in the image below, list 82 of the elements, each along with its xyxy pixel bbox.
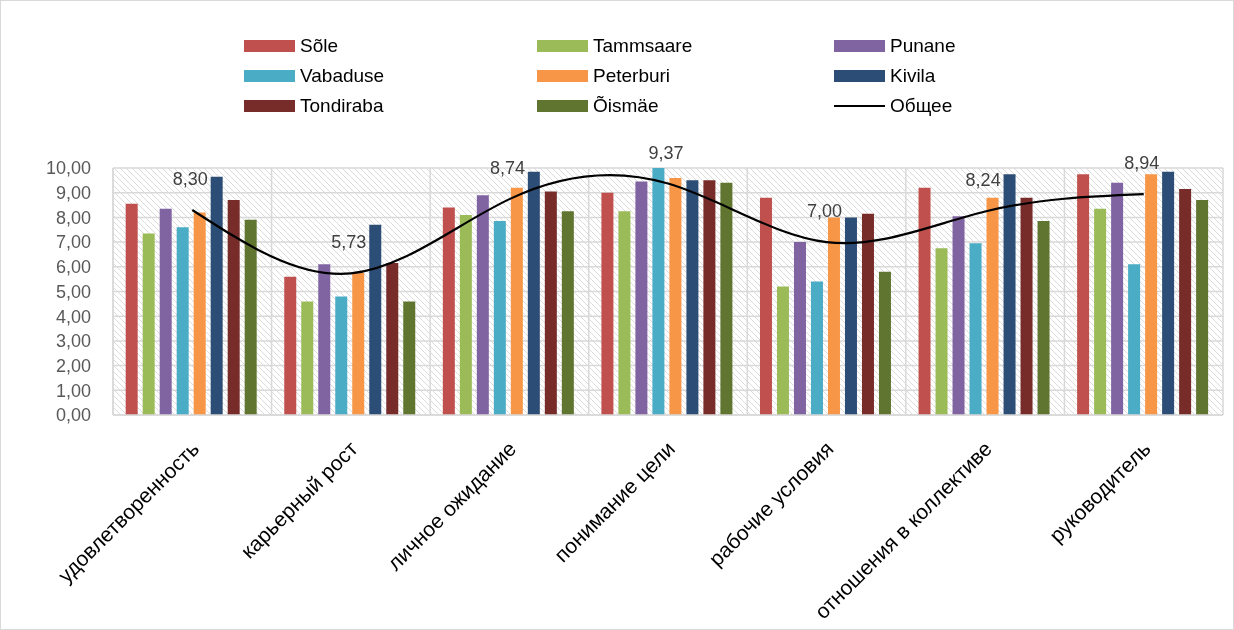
bar [686, 180, 699, 415]
bar [1162, 171, 1175, 415]
data-label: 7,00 [807, 201, 843, 222]
legend-label: Kivila [890, 65, 936, 87]
bar [1179, 189, 1192, 415]
legend-label: Tondiraba [300, 95, 384, 117]
legend-label: Sõle [300, 35, 339, 57]
data-label: 8,30 [172, 168, 208, 189]
bar [493, 221, 506, 415]
legend-label: Õismäe [593, 95, 659, 117]
bar [442, 207, 455, 415]
bar [776, 286, 789, 415]
bar [544, 191, 557, 415]
y-tick-label: 9,00 [55, 183, 91, 204]
y-tick-label: 6,00 [55, 257, 91, 278]
legend-label: Punane [890, 35, 956, 57]
bar [1037, 221, 1050, 415]
bar [703, 180, 716, 415]
bar [176, 227, 189, 415]
y-tick-label: 8,00 [55, 207, 91, 228]
y-tick-label: 2,00 [55, 355, 91, 376]
legend-label: Peterburi [593, 65, 671, 87]
y-tick-label: 5,00 [55, 281, 91, 302]
data-label: 8,74 [489, 158, 525, 179]
bar [669, 177, 682, 415]
bar [635, 181, 648, 415]
bar [510, 187, 523, 415]
bar [335, 296, 348, 415]
bar [1111, 182, 1124, 415]
bar [142, 233, 155, 415]
y-tick-label: 4,00 [55, 306, 91, 327]
data-label: 8,94 [1124, 153, 1160, 174]
data-label: 5,73 [331, 232, 367, 253]
bar [369, 224, 382, 415]
bar [918, 187, 931, 415]
bar [527, 171, 540, 415]
bar [459, 214, 472, 415]
bar [193, 212, 206, 415]
bar [793, 242, 806, 415]
bar [403, 301, 416, 415]
bar [561, 211, 574, 415]
bar [601, 192, 614, 415]
bar [1145, 174, 1158, 415]
legend-label: Vabaduse [300, 65, 385, 87]
bar [352, 272, 365, 415]
bar [759, 197, 772, 415]
bar [969, 243, 982, 415]
bar [1020, 197, 1033, 415]
bar [386, 263, 399, 415]
y-tick-label: 3,00 [55, 331, 91, 352]
bar [878, 271, 891, 415]
data-label: 8,24 [965, 170, 1001, 191]
bar [284, 276, 297, 415]
bar [318, 264, 331, 415]
bar [935, 248, 948, 415]
bar [810, 281, 823, 415]
bar [618, 211, 631, 415]
bar [125, 203, 138, 415]
bar [1077, 174, 1090, 415]
bar [159, 208, 172, 415]
bar [1128, 264, 1141, 415]
bar [844, 217, 857, 415]
bar [244, 219, 257, 415]
legend-label: Tammsaare [593, 35, 693, 57]
bar [1094, 208, 1107, 415]
data-label: 9,37 [648, 142, 684, 163]
legend-label: Общее [890, 95, 953, 117]
y-tick-label: 7,00 [55, 232, 91, 253]
y-tick-label: 1,00 [55, 380, 91, 401]
bar [301, 301, 314, 415]
bar [986, 197, 999, 415]
bar [1196, 200, 1209, 415]
bar [210, 176, 223, 415]
bar [720, 182, 733, 415]
bar [861, 213, 874, 415]
bar [476, 195, 489, 415]
bar [1003, 174, 1016, 415]
y-tick-label: 0,00 [55, 405, 91, 426]
bar [227, 200, 240, 415]
y-tick-label: 10,00 [45, 158, 91, 179]
bar [652, 168, 665, 415]
bar [952, 216, 965, 415]
